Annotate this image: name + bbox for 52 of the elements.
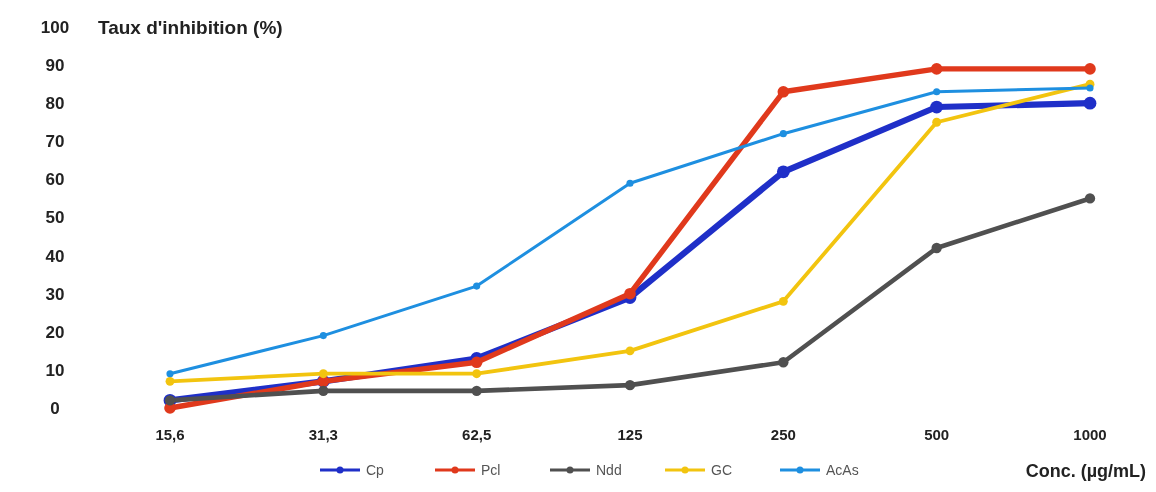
point <box>166 370 174 378</box>
point <box>165 376 175 386</box>
point <box>930 63 943 75</box>
point <box>624 287 636 300</box>
x-tick-label: 125 <box>617 426 643 443</box>
legend-label: Pcl <box>481 461 501 478</box>
y-tick-label: 50 <box>45 208 65 228</box>
y-tick-label: 20 <box>45 322 65 342</box>
x-tick-label: 1000 <box>1073 426 1107 443</box>
point <box>472 369 482 379</box>
point <box>776 165 790 179</box>
point <box>778 357 789 368</box>
point <box>931 242 942 254</box>
point <box>779 130 787 138</box>
x-axis-title: Conc. (µg/mL) <box>1025 461 1146 481</box>
legend-label: Cp <box>366 461 385 478</box>
point <box>930 100 944 114</box>
x-tick-label: 500 <box>924 426 950 443</box>
point <box>933 88 941 96</box>
y-tick-label: 40 <box>45 246 65 266</box>
y-tick-label: 70 <box>45 132 65 152</box>
point <box>626 179 634 187</box>
x-tick-label: 15,6 <box>155 426 185 443</box>
x-tick-label: 62,5 <box>462 426 492 443</box>
x-tick-label: 250 <box>770 426 796 443</box>
point <box>1086 84 1094 92</box>
point <box>624 379 636 391</box>
y-tick-label: 100 <box>40 17 70 37</box>
y-tick-label: 90 <box>45 56 65 76</box>
point <box>471 385 482 397</box>
point <box>625 346 635 356</box>
legend-label: Ndd <box>596 461 622 478</box>
point <box>778 296 788 306</box>
y-tick-label: 10 <box>45 360 65 380</box>
point <box>319 332 327 340</box>
point <box>318 369 328 379</box>
point <box>470 356 483 369</box>
y-tick-label: 80 <box>45 94 65 114</box>
point <box>473 282 481 290</box>
point <box>932 117 942 127</box>
y-tick-label: 30 <box>45 284 65 304</box>
point <box>1084 63 1096 75</box>
y-axis-title: Taux d'inhibition (%) <box>98 16 283 38</box>
y-tick-label: 60 <box>45 170 65 190</box>
point <box>318 385 329 397</box>
legend-label: AcAs <box>826 461 859 478</box>
legend-label: GC <box>711 461 732 478</box>
point <box>777 85 790 98</box>
y-tick-label: 0 <box>50 398 60 418</box>
x-tick-label: 31,3 <box>308 426 338 443</box>
point <box>1084 193 1096 204</box>
point <box>1083 96 1097 110</box>
